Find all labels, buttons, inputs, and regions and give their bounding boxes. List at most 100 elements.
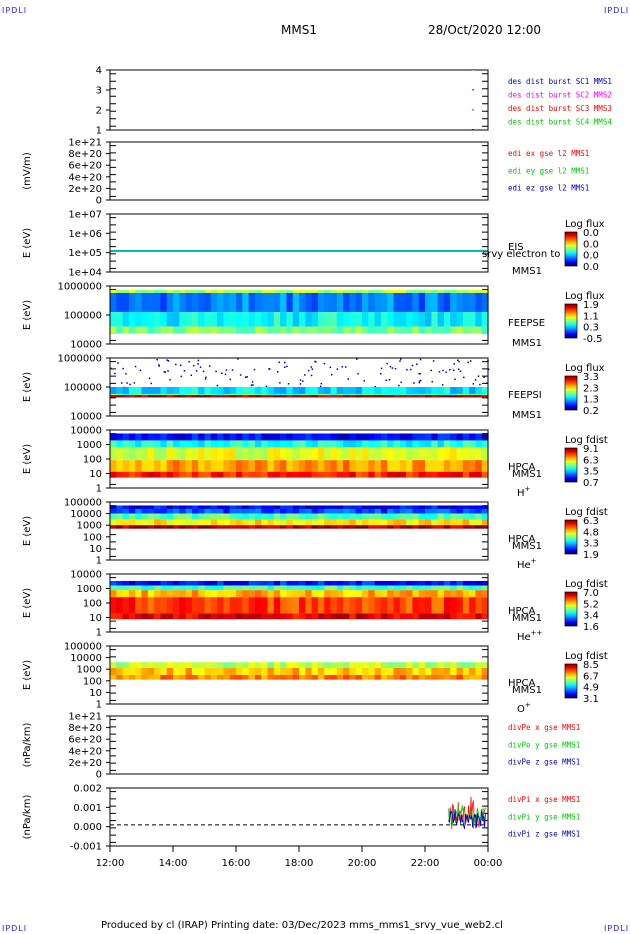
- x-tick-label: 22:00: [411, 858, 440, 869]
- panel-frame: [109, 213, 489, 273]
- y-tick-label: 100000: [64, 383, 102, 394]
- colorbar-title: Log flux: [565, 291, 605, 302]
- colorbar: [564, 375, 578, 411]
- y-tick-label: 100000: [64, 311, 102, 322]
- y-tick-label: 0.001: [73, 803, 102, 814]
- y-tick-label: 1e+21: [68, 138, 102, 149]
- instrument-label: HPCA: [508, 462, 536, 473]
- colorbar-tick: 0.0: [583, 239, 599, 250]
- y-tick-label: 0: [96, 196, 102, 207]
- panel-p4: 10000 100000 1000000 E (eV) FEEPSE MMS1 Log fl…: [22, 282, 605, 351]
- y-tick-label: 1000000: [57, 282, 102, 293]
- colorbar-tick: 6.7: [583, 671, 599, 682]
- y-tick-label: 100: [83, 455, 102, 466]
- y-tick-label: 100000: [64, 498, 102, 509]
- y-axis-label: E (eV): [22, 660, 33, 690]
- x-tick-label: 12:00: [96, 858, 125, 869]
- y-tick-label: 4e+20: [68, 172, 102, 183]
- y-tick-label: 1: [96, 628, 102, 639]
- corner-label-top-right: IPDLI: [604, 6, 630, 15]
- spacecraft-label: MMS1: [512, 613, 542, 624]
- colorbar: [564, 447, 578, 483]
- colorbar-tick: 3.5: [583, 467, 599, 478]
- y-axis-label: E (eV): [22, 516, 33, 546]
- colorbar-tick: 5.2: [583, 599, 599, 610]
- instrument-label: HPCA: [508, 606, 536, 617]
- spacecraft-label: MMS1: [512, 338, 542, 349]
- colorbar-tick: 3.1: [583, 694, 599, 705]
- y-tick-label: 1e+04: [68, 268, 102, 279]
- y-tick-label: 1000: [77, 440, 102, 451]
- colorbar-tick: 0.0: [583, 228, 599, 239]
- corner-label-top-left: IPDLI: [2, 6, 28, 15]
- colorbar-tick: 0.0: [583, 251, 599, 262]
- colorbar-tick: 6.3: [583, 516, 599, 527]
- y-tick-label: 10000: [70, 426, 102, 437]
- species-label: He+: [517, 557, 537, 571]
- colorbar-tick: 0.2: [583, 406, 599, 417]
- y-tick-label: 1000000: [57, 354, 102, 365]
- legend-2: divPi y gse MMS1: [508, 812, 580, 821]
- colorbar-tick: 7.0: [583, 588, 599, 599]
- y-tick-label: 4: [96, 66, 102, 77]
- colorbar-tick: 3.4: [583, 611, 599, 622]
- panel-frame: [109, 141, 489, 201]
- colorbar: [564, 519, 578, 555]
- y-tick-label: 10: [89, 544, 102, 555]
- y-axis-label: E (eV): [22, 300, 33, 330]
- colorbar-tick: -0.5: [583, 334, 603, 345]
- instrument-label: EIS: [508, 242, 524, 253]
- x-tick-label: 00:00: [474, 858, 503, 869]
- colorbar-tick: 8.5: [583, 660, 599, 671]
- colorbar: [564, 231, 578, 267]
- colorbar-title: Log fdist: [565, 507, 608, 518]
- colorbar-title: Log flux: [565, 363, 605, 374]
- spacecraft-label: MMS1: [512, 685, 542, 696]
- y-tick-label: 10: [89, 469, 102, 480]
- legend-2: des dist burst SC2 MMS2: [508, 91, 612, 100]
- data-point: [472, 69, 474, 71]
- y-tick-label: 0: [96, 770, 102, 781]
- colorbar-tick: 3.3: [583, 539, 599, 550]
- y-tick-label: 2e+20: [68, 184, 102, 195]
- y-tick-label: 2: [96, 106, 102, 117]
- colorbar-title: Log fdist: [565, 651, 608, 662]
- spacecraft-label: MMS1: [512, 541, 542, 552]
- instrument-label: HPCA: [508, 534, 536, 545]
- colorbar-tick: 9.1: [583, 444, 599, 455]
- instrument-label: FEEPSE: [508, 318, 545, 329]
- spacecraft-label: MMS1: [512, 410, 542, 421]
- panel-p3: 1e+04 1e+05 1e+06 1e+07 E (eV) EIS MMS1 srvy el…: [22, 210, 605, 279]
- y-tick-label: 6e+20: [68, 735, 102, 746]
- y-tick-label: 100000: [64, 642, 102, 653]
- legend-3: divPe z gse MMS1: [508, 758, 580, 767]
- y-tick-label: 10000: [70, 412, 102, 423]
- y-tick-label: 1: [96, 700, 102, 711]
- species-label: O+: [517, 701, 531, 715]
- y-tick-label: 10000: [70, 340, 102, 351]
- legend-3: edi ez gse l2 MMS1: [508, 184, 589, 193]
- legend-1: divPe x gse MMS1: [508, 723, 580, 732]
- x-tick-label: 16:00: [222, 858, 251, 869]
- colorbar: [564, 303, 578, 339]
- y-tick-label: 0.000: [73, 822, 102, 833]
- colorbar-tick: 4.8: [583, 527, 599, 538]
- colorbar-tick: 1.3: [583, 395, 599, 406]
- y-tick-label: -0.001: [70, 842, 102, 853]
- series-line: [448, 805, 486, 829]
- y-tick-label: 1e+21: [68, 712, 102, 723]
- legend-1: des dist burst SC1 MMS1: [508, 77, 612, 86]
- eis-band: [110, 249, 488, 252]
- footer-credit: Produced by cl (IRAP) Printing date: 03/…: [101, 920, 503, 931]
- overlay-label: srvy electron to: [482, 249, 560, 260]
- panel-p5: 10000 100000 1000000 E (eV) FEEPSI MMS1 Log fl…: [22, 354, 605, 423]
- spacecraft-label: MMS1: [512, 266, 542, 277]
- legend-2: edi ey gse l2 MMS1: [508, 166, 589, 175]
- y-tick-label: 8e+20: [68, 723, 102, 734]
- colorbar-tick: 6.3: [583, 455, 599, 466]
